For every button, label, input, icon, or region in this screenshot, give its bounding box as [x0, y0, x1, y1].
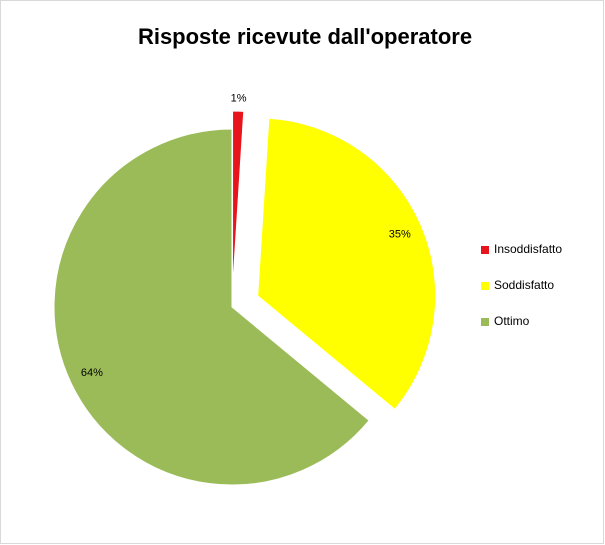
legend-swatch: [481, 318, 489, 326]
legend-swatch: [481, 246, 489, 254]
data-label: 1%: [231, 93, 247, 105]
chart-title: Risposte ricevute dall'operatore: [138, 24, 472, 49]
pie-slice: [232, 110, 245, 290]
legend-label: Soddisfatto: [494, 278, 554, 292]
pie-slice: [53, 128, 370, 486]
pie-slice: [257, 117, 437, 411]
legend-label: Ottimo: [494, 314, 530, 328]
legend-swatch: [481, 282, 489, 290]
data-label: 35%: [389, 228, 411, 240]
legend-label: Insoddisfatto: [494, 242, 562, 256]
data-label: 64%: [81, 367, 103, 379]
